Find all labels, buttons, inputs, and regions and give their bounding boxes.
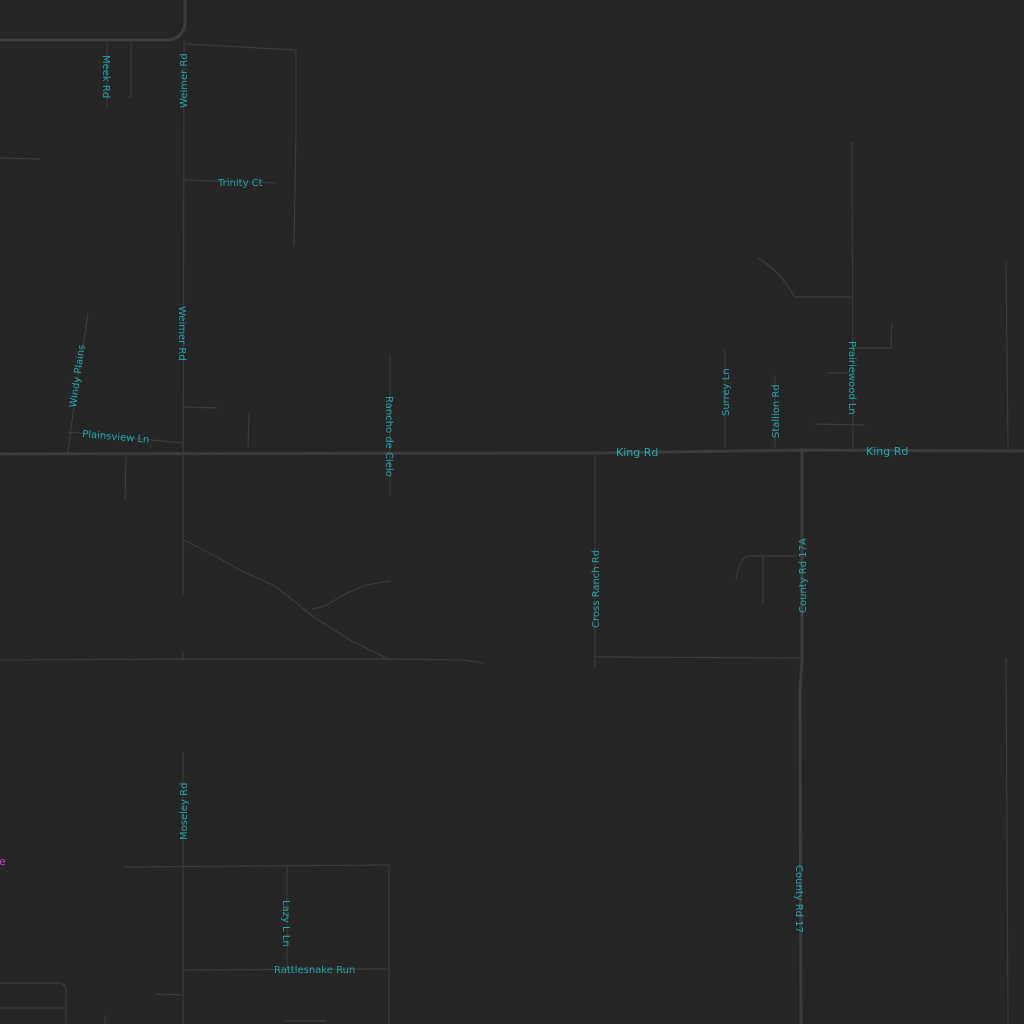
trinity-ct-label: Trinity Ct: [217, 178, 263, 189]
weimer-rd-label-mid: Weimer Rd: [176, 306, 187, 361]
king-rd-label-center: King Rd: [616, 446, 658, 459]
far-east-road-south[interactable]: [1005, 657, 1009, 1024]
curved-road-ne[interactable]: [757, 257, 852, 298]
south-stub-road[interactable]: [124, 455, 127, 501]
diagonal-road[interactable]: [183, 539, 391, 661]
east-west-road-lower[interactable]: [0, 658, 485, 664]
surrey-ln-label: Surrey Ln: [721, 368, 732, 416]
windy-plains-line[interactable]: [67, 312, 89, 453]
trinity-ct-line[interactable]: [183, 179, 277, 184]
moseley-rd-label: Moseley Rd: [179, 783, 190, 840]
diagonal-branch-road[interactable]: [311, 580, 392, 610]
prairiewood-ln-line[interactable]: [851, 141, 854, 450]
cross-ranch-rd-label: Cross Ranch Rd: [591, 550, 602, 628]
king-rd-line[interactable]: [0, 448, 1024, 456]
plainsview-ln-label: Plainsview Ln: [82, 429, 150, 446]
west-stub-road[interactable]: [0, 157, 41, 160]
meek-rd-label: Meek Rd: [100, 55, 111, 98]
windy-plains-label: Windy Plains: [68, 344, 88, 408]
top-curve-road[interactable]: [0, 0, 187, 42]
sw-curve-road[interactable]: [0, 982, 67, 1024]
plainsview-ln-line[interactable]: [67, 431, 184, 444]
rattlesnake-run-label: Rattlesnake Run: [274, 965, 355, 976]
sw-stub-road-2[interactable]: [154, 993, 184, 996]
cul-de-sac-road[interactable]: [735, 555, 802, 580]
weimer-stub-east[interactable]: [183, 406, 218, 409]
king-rd-label-east: King Rd: [866, 445, 908, 458]
prairiewood-branch-1[interactable]: [853, 321, 893, 349]
prairiewood-branch-3[interactable]: [814, 423, 866, 426]
lower-block-road[interactable]: [123, 864, 390, 1024]
top-east-road[interactable]: [184, 43, 297, 247]
stallion-rd-label: Stallion Rd: [771, 384, 782, 438]
rancho-de-cielo-label: Rancho de Cielo: [383, 396, 394, 477]
place-label-edge: e: [0, 855, 6, 868]
prairiewood-ln-label: Prairiewood Ln: [846, 341, 857, 415]
cross-ranch-south-road[interactable]: [594, 656, 801, 659]
lazy-l-ln-label: Lazy L Ln: [280, 900, 291, 947]
county-rd-17a-line[interactable]: [798, 450, 804, 1024]
county-rd-17a-label: County Rd 17A: [798, 538, 809, 613]
weimer-rd-line[interactable]: [182, 39, 185, 596]
county-rd-17-label: County Rd 17: [793, 865, 804, 933]
meek-branch-line[interactable]: [127, 42, 132, 99]
far-east-road-north[interactable]: [1005, 261, 1009, 451]
small-stub-road[interactable]: [247, 412, 250, 451]
weimer-rd-label-top: Weimer Rd: [179, 53, 190, 108]
rattlesnake-run-line[interactable]: [182, 968, 390, 971]
